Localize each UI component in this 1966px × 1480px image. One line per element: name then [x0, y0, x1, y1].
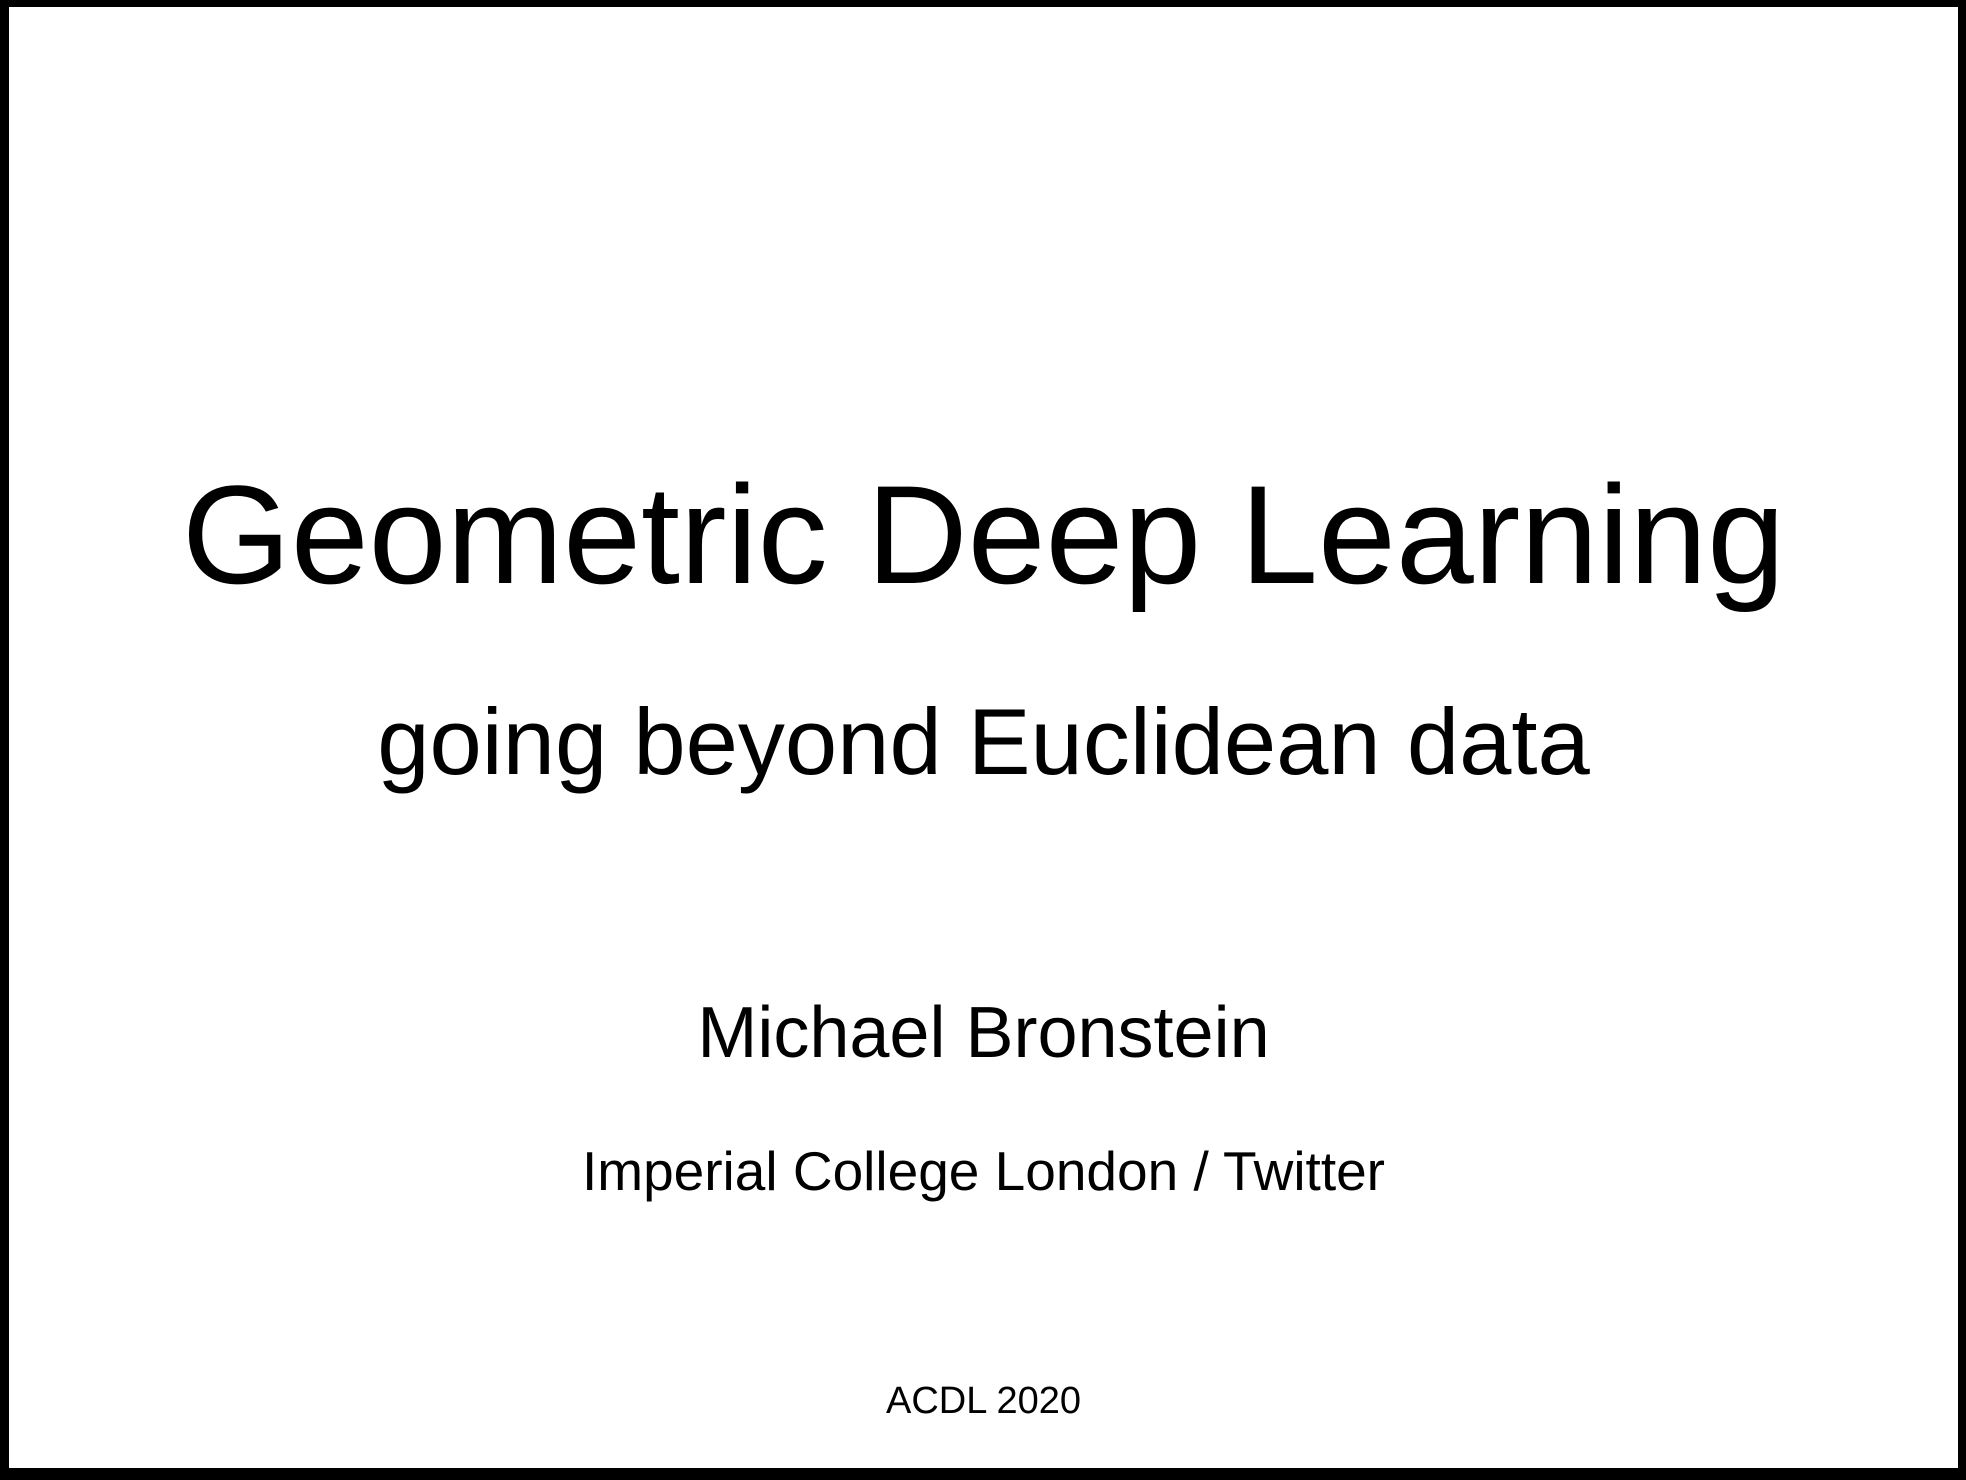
author-affiliation: Imperial College London / Twitter: [581, 1140, 1386, 1202]
slide-title: Geometric Deep Learning: [181, 456, 1786, 613]
author-name: Michael Bronstein: [697, 993, 1270, 1073]
event-label: ACDL 2020: [885, 1380, 1082, 1422]
slide-subtitle: going beyond Euclidean data: [377, 689, 1590, 794]
